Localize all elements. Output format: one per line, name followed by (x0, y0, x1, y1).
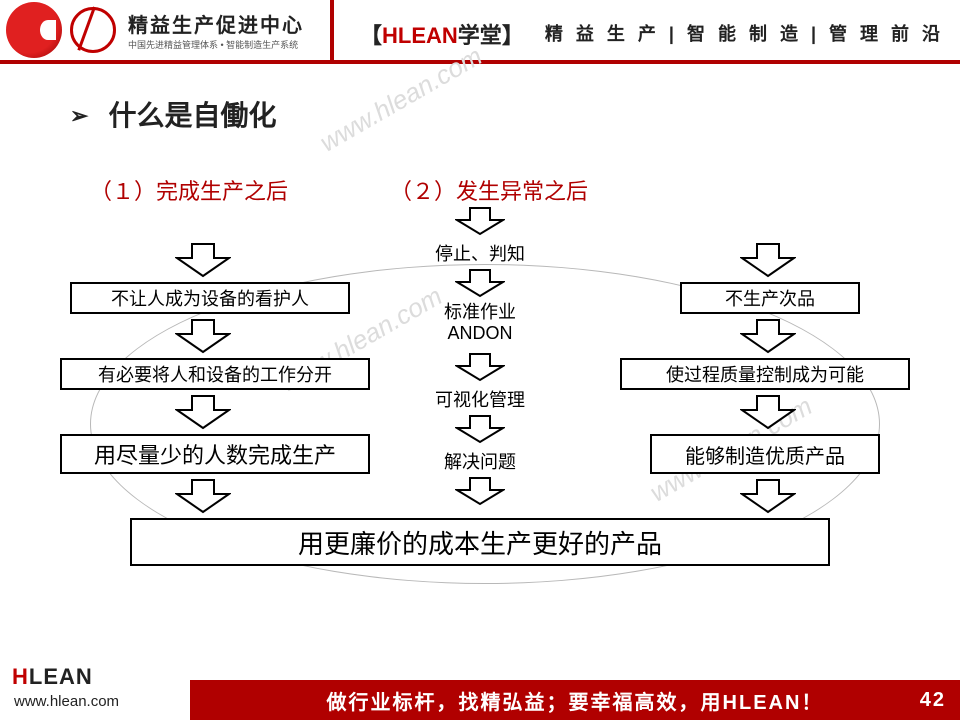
page-number: 42 (920, 689, 946, 712)
arrow-down-icon (175, 242, 231, 278)
subtitle-1: （１）完成生产之后 (90, 174, 288, 206)
center-step-2: 标准作业ANDON (400, 302, 560, 343)
arrow-down-icon (175, 394, 231, 430)
arrow-down-icon (455, 268, 505, 298)
tagline: 精 益 生 产 | 智 能 制 造 | 管 理 前 沿 (545, 20, 944, 46)
arrow-down-icon (455, 414, 505, 444)
arrow-down-icon (740, 318, 796, 354)
arrow-down-icon (175, 478, 231, 514)
bullet-icon: ➢ (70, 103, 88, 129)
header-divider (330, 0, 334, 60)
right-box-3: 能够制造优质产品 (650, 434, 880, 474)
logo-main: 精益生产促进中心 (128, 9, 304, 38)
arrow-down-icon (740, 242, 796, 278)
logo-area: 精益生产促进中心 中国先进精益管理体系 • 智能制造生产系统 (0, 0, 330, 60)
arrow-down-icon (455, 206, 505, 236)
logo-text: 精益生产促进中心 中国先进精益管理体系 • 智能制造生产系统 (128, 9, 304, 51)
logo-c-icon (6, 2, 62, 58)
bottom-box: 用更廉价的成本生产更好的产品 (130, 518, 830, 566)
logo-circle-icon (70, 7, 116, 53)
arrow-down-icon (740, 478, 796, 514)
footer-slogan: 做行业标杆，找精弘益；要幸福高效，用HLEAN！ (327, 686, 824, 715)
logo-sub: 中国先进精益管理体系 • 智能制造生产系统 (128, 38, 304, 51)
right-box-2: 使过程质量控制成为可能 (620, 358, 910, 390)
subtitle-2: （２）发生异常之后 (390, 174, 588, 206)
arrow-down-icon (455, 476, 505, 506)
content: www.hlean.com www.hlean.com www.hlean.co… (0, 64, 960, 664)
center-step-4: 解决问题 (400, 448, 560, 474)
center-step-1: 停止、判知 (400, 240, 560, 266)
arrow-down-icon (740, 394, 796, 430)
header: 精益生产促进中心 中国先进精益管理体系 • 智能制造生产系统 【HLEAN学堂】… (0, 0, 960, 64)
left-box-3: 用尽量少的人数完成生产 (60, 434, 370, 474)
brand: 【HLEAN学堂】 (360, 18, 524, 50)
footer-slogan-bar: 做行业标杆，找精弘益；要幸福高效，用HLEAN！ 42 (190, 680, 960, 720)
footer: HLEAN www.hlean.com 做行业标杆，找精弘益；要幸福高效，用HL… (0, 674, 960, 720)
page-title: ➢什么是自働化 (70, 94, 276, 134)
footer-url: www.hlean.com (14, 693, 119, 710)
arrow-down-icon (455, 352, 505, 382)
left-box-2: 有必要将人和设备的工作分开 (60, 358, 370, 390)
footer-logo: HLEAN (12, 664, 93, 690)
right-box-1: 不生产次品 (680, 282, 860, 314)
arrow-down-icon (175, 318, 231, 354)
center-step-3: 可视化管理 (400, 386, 560, 412)
left-box-1: 不让人成为设备的看护人 (70, 282, 350, 314)
